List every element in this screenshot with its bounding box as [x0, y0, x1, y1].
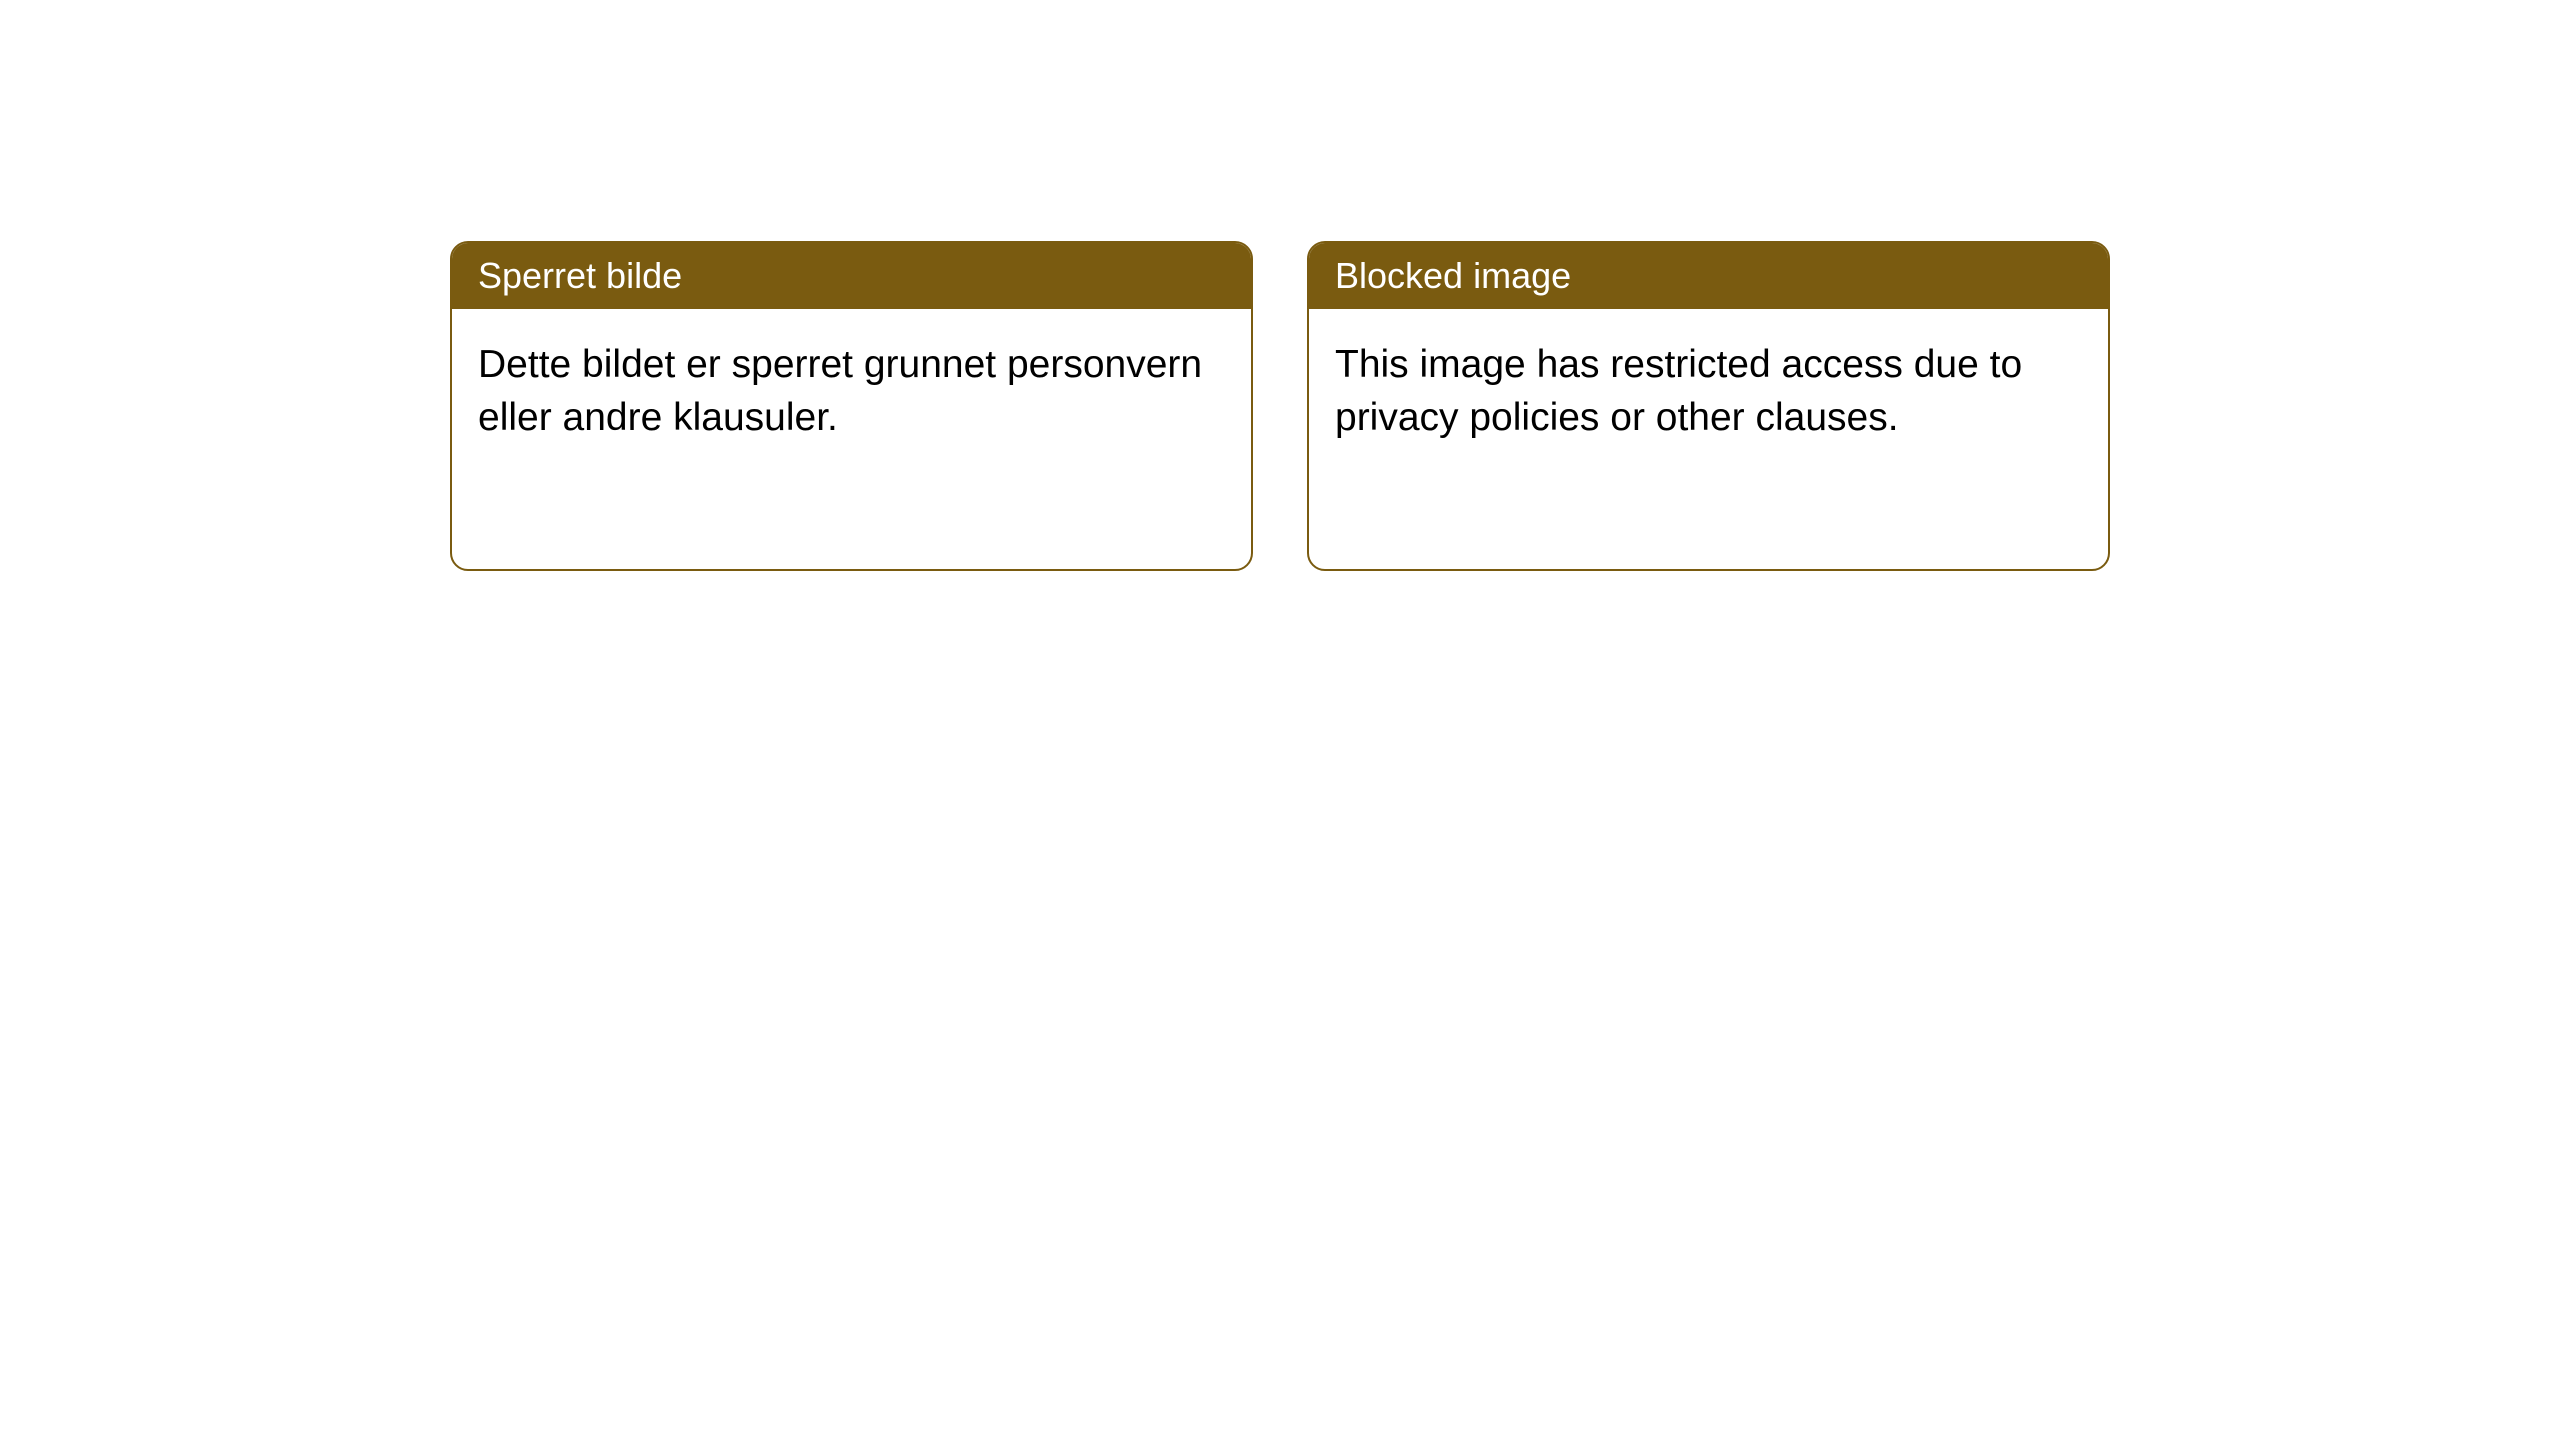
- notice-header: Blocked image: [1309, 243, 2108, 309]
- notice-body: This image has restricted access due to …: [1309, 309, 2108, 569]
- notice-card-english: Blocked image This image has restricted …: [1307, 241, 2110, 571]
- notice-card-norwegian: Sperret bilde Dette bildet er sperret gr…: [450, 241, 1253, 571]
- notice-container: Sperret bilde Dette bildet er sperret gr…: [450, 241, 2110, 571]
- notice-header: Sperret bilde: [452, 243, 1251, 309]
- notice-body: Dette bildet er sperret grunnet personve…: [452, 309, 1251, 569]
